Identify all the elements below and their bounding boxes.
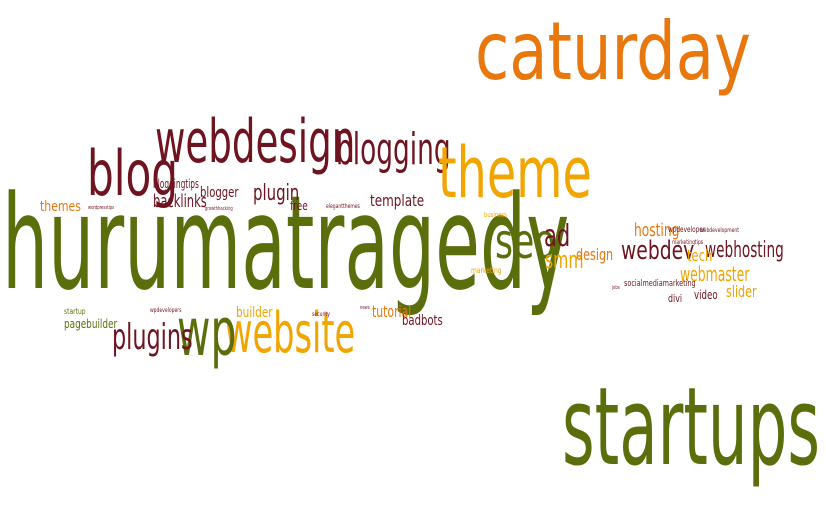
word-blogger: blogger <box>200 185 239 201</box>
word-elegantthemes: elegantthemes <box>326 203 360 210</box>
word-smm: smm <box>545 246 584 274</box>
word-builder: builder <box>236 305 273 321</box>
word-security: security <box>312 311 330 318</box>
word-backlinks: backlinks <box>153 191 207 212</box>
word-webhosting: webhosting <box>705 238 784 263</box>
word-slider: slider <box>726 282 757 301</box>
word-tutorial: tutorial <box>372 302 412 321</box>
word-webdesign: webdesign <box>155 107 356 177</box>
word-blog: blog <box>87 137 179 210</box>
word-news: news <box>360 305 370 311</box>
word-theme: theme <box>438 132 592 214</box>
word-socialmediamarketing: socialmediamarketing <box>624 279 696 289</box>
word-startups: startups <box>562 365 821 490</box>
word-plugin: plugin <box>253 181 300 206</box>
word-marketing: marketing <box>471 266 502 275</box>
word-template: template <box>370 191 425 210</box>
word-wordpresstips: wordpresstips <box>88 205 115 211</box>
word-website: website <box>225 301 356 366</box>
word-caturday: caturday <box>475 5 751 98</box>
word-marketingtips: marketingtips <box>672 239 704 246</box>
word-webdevelopment: webdevelopment <box>700 227 739 234</box>
word-tech: tech <box>687 246 713 265</box>
word-pagebuilder: pagebuilder <box>64 317 118 331</box>
word-blogging: blogging <box>336 124 451 175</box>
word-wpdevelopers: wpdevelopers <box>150 307 182 314</box>
word-wp: wp <box>177 294 237 371</box>
word-hosting: hosting <box>634 220 680 241</box>
word-badbots: badbots <box>402 313 443 329</box>
word-ad: ad <box>544 219 571 254</box>
word-wpdeveloper: wpdeveloper <box>668 225 706 234</box>
word-themes: themes <box>40 199 81 215</box>
word-seo: seo <box>495 214 556 270</box>
word-design: design <box>576 245 614 264</box>
word-free: free <box>290 199 308 213</box>
word-bloggingtips: bloggingtips <box>153 177 199 191</box>
word-hurumatragedy: hurumatragedy <box>2 167 570 319</box>
word-startup: startup <box>64 307 86 316</box>
word-growthhacking: growthhacking <box>205 206 233 212</box>
word-video: video <box>694 288 718 302</box>
word-plugins: plugins <box>112 317 193 358</box>
word-divi: divi <box>668 292 683 305</box>
word-webdev: webdev <box>621 236 695 266</box>
word-webmaster: webmaster <box>680 262 750 286</box>
word-jobs: jobs <box>612 285 620 291</box>
word-business: business <box>484 211 507 219</box>
